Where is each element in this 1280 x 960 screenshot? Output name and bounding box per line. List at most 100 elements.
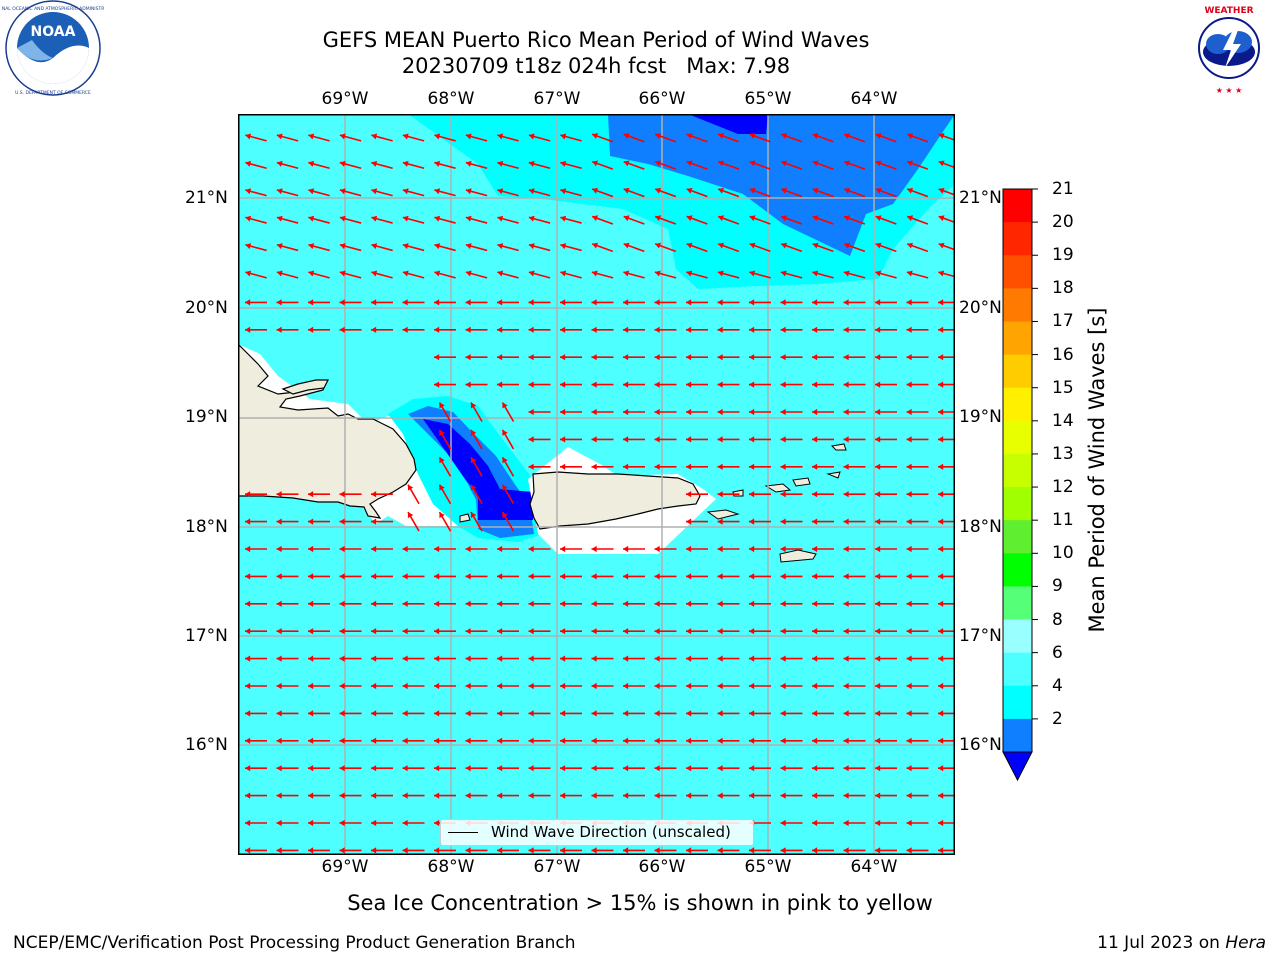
wave-arrow-head [245, 133, 252, 140]
wave-arrow-head [591, 436, 597, 443]
wave-arrow-head [938, 682, 944, 690]
wave-arrow-head [875, 326, 881, 333]
wave-arrow-head [906, 737, 912, 744]
wave-arrow-head [434, 299, 440, 306]
wave-arrow-head [528, 710, 534, 717]
lat-label-right: 20°N [959, 298, 1002, 318]
wave-arrow-head [276, 188, 283, 195]
wave-arrow-head [686, 463, 692, 470]
wave-arrow-head [308, 299, 314, 306]
wave-arrow-head [843, 436, 849, 443]
wave-arrow-head [276, 765, 282, 772]
wave-arrow-head [654, 381, 660, 388]
wave-arrow-head [812, 133, 819, 139]
wave-arrow-head [938, 354, 944, 361]
wave-arrow-head [502, 429, 508, 436]
wave-arrow-head [591, 354, 597, 361]
wave-arrow-head [686, 215, 693, 222]
wave-arrow-head [780, 737, 786, 744]
wave-arrow-head [812, 792, 818, 799]
wave-arrow-head [843, 326, 849, 333]
wave-arrow-head [434, 600, 440, 607]
wave-arrow-head [906, 573, 912, 580]
wave-arrow-head [623, 326, 629, 333]
wave-arrow-head [528, 133, 535, 140]
lat-label-left: 16°N [185, 735, 228, 755]
wave-arrow-head [528, 682, 534, 690]
wave-arrow-head [812, 160, 819, 167]
wave-arrow-head [308, 710, 314, 717]
wave-arrow-head [717, 381, 723, 388]
wave-arrow-head [906, 682, 912, 690]
wave-arrow-head [497, 655, 503, 662]
wave-arrow-head [875, 600, 881, 607]
wave-arrow-head [308, 655, 314, 662]
wave-arrow-head [749, 655, 755, 662]
wave-arrow-head [371, 737, 377, 744]
wave-arrow-head [749, 518, 755, 525]
wave-arrow-head [780, 682, 786, 690]
wave-arrow-head [434, 819, 440, 827]
wave-arrow-head [906, 792, 912, 799]
wave-arrow-head [686, 408, 692, 416]
wave-arrow-head [528, 188, 535, 195]
wave-arrow-head [371, 847, 377, 854]
wave-arrow-head [654, 326, 660, 333]
wave-arrow-head [907, 187, 914, 194]
wave-arrow-head [402, 819, 408, 827]
wave-arrow-head [276, 133, 283, 140]
colorbar-segment [1003, 222, 1032, 256]
wave-arrow-head [780, 600, 786, 607]
wave-arrow-head [402, 160, 409, 167]
wave-arrow-head [528, 215, 535, 222]
wave-arrow-head [402, 765, 408, 772]
wave-arrow-head [843, 819, 849, 827]
wave-arrow-head [749, 545, 755, 553]
sea-ice-note: Sea Ice Concentration > 15% is shown in … [0, 890, 1280, 916]
wave-arrow-head [875, 215, 882, 222]
wave-arrow-head [465, 215, 472, 222]
wave-arrow-head [780, 463, 786, 470]
lon-label-top: 69°W [321, 89, 369, 109]
lat-label-right: 19°N [959, 407, 1002, 427]
wave-arrow-head [434, 545, 440, 553]
wave-arrow-head [465, 628, 471, 635]
date-text: 11 Jul 2023 on [1097, 933, 1220, 953]
wave-arrow-head [245, 682, 251, 690]
wave-arrow-head [812, 628, 818, 635]
wave-arrow-head [844, 242, 851, 249]
wave-arrow-head [402, 847, 408, 854]
wave-arrow-head [528, 436, 534, 443]
wave-arrow-head [245, 847, 251, 854]
wave-arrow-head [591, 655, 597, 662]
colorbar-segment [1003, 354, 1032, 389]
wave-arrow-head [749, 710, 755, 717]
colorbar-tick-label: 21 [1052, 179, 1074, 199]
wave-arrow-head [560, 682, 566, 690]
wave-arrow-head [339, 545, 345, 553]
short-period-band-north [608, 114, 955, 256]
wave-arrow-head [717, 737, 723, 744]
wave-arrow-head [560, 765, 566, 772]
wave-arrow-head [434, 133, 441, 140]
wave-arrow-head [470, 484, 477, 491]
wave-arrow-head [686, 160, 693, 167]
lat-label-right: 17°N [959, 626, 1002, 646]
wave-arrow-head [875, 518, 881, 525]
wave-arrow-head [749, 737, 755, 744]
wave-arrow-head [528, 408, 534, 416]
wave-arrow-head [875, 299, 881, 306]
wave-arrow-head [781, 133, 788, 139]
wave-arrow-head [402, 682, 408, 690]
wave-arrow-head [749, 573, 755, 580]
wave-arrow-head [686, 573, 692, 580]
wave-arrow-head [717, 545, 723, 553]
wave-arrow-head [938, 819, 944, 827]
wave-arrow-head [276, 628, 282, 635]
wave-arrow-head [560, 628, 566, 635]
wave-arrow-head [780, 381, 786, 388]
wave-arrow-head [245, 655, 251, 662]
wave-arrow-head [749, 381, 755, 388]
wave-arrow-head [654, 299, 660, 306]
wave-arrow-head [938, 710, 944, 717]
